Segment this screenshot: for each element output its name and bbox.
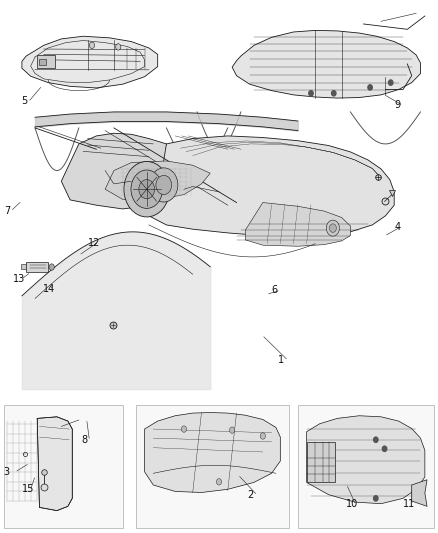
Circle shape xyxy=(374,437,378,442)
Circle shape xyxy=(230,427,235,433)
Text: 2: 2 xyxy=(247,490,254,499)
Circle shape xyxy=(181,426,187,432)
Polygon shape xyxy=(22,36,158,88)
Circle shape xyxy=(389,80,393,85)
Polygon shape xyxy=(21,264,26,269)
Text: 14: 14 xyxy=(43,284,55,294)
Text: 13: 13 xyxy=(13,274,25,284)
Polygon shape xyxy=(307,416,425,504)
Polygon shape xyxy=(412,480,427,506)
Circle shape xyxy=(260,433,265,439)
Polygon shape xyxy=(37,417,72,511)
Polygon shape xyxy=(145,413,280,492)
FancyBboxPatch shape xyxy=(307,442,335,482)
Circle shape xyxy=(131,170,162,208)
Polygon shape xyxy=(140,136,394,237)
Polygon shape xyxy=(61,133,166,209)
Text: 6: 6 xyxy=(272,286,278,295)
Text: 10: 10 xyxy=(346,499,358,508)
Text: 4: 4 xyxy=(394,222,400,231)
Polygon shape xyxy=(26,262,48,272)
Text: 11: 11 xyxy=(403,499,415,508)
FancyBboxPatch shape xyxy=(136,405,289,528)
Circle shape xyxy=(150,168,178,202)
Circle shape xyxy=(89,42,95,49)
Circle shape xyxy=(139,180,155,199)
Text: 12: 12 xyxy=(88,238,100,247)
Circle shape xyxy=(49,264,54,270)
FancyBboxPatch shape xyxy=(298,405,434,528)
FancyBboxPatch shape xyxy=(39,59,46,65)
Circle shape xyxy=(329,224,336,232)
Circle shape xyxy=(368,85,372,90)
Text: 1: 1 xyxy=(278,355,284,365)
Circle shape xyxy=(332,91,336,96)
Text: 15: 15 xyxy=(22,484,34,494)
Polygon shape xyxy=(105,161,210,201)
Circle shape xyxy=(374,496,378,501)
Circle shape xyxy=(124,161,170,217)
Text: 3: 3 xyxy=(4,467,10,477)
Circle shape xyxy=(309,91,313,96)
Text: 9: 9 xyxy=(394,100,400,110)
Text: 8: 8 xyxy=(81,435,87,445)
Circle shape xyxy=(116,44,121,50)
FancyBboxPatch shape xyxy=(37,55,55,68)
Polygon shape xyxy=(245,203,350,246)
Text: 5: 5 xyxy=(21,96,27,106)
Circle shape xyxy=(382,446,387,451)
FancyBboxPatch shape xyxy=(4,405,123,528)
Polygon shape xyxy=(232,30,420,98)
Circle shape xyxy=(326,220,339,236)
Text: 7: 7 xyxy=(4,206,11,215)
Circle shape xyxy=(216,479,222,485)
Circle shape xyxy=(156,175,172,195)
